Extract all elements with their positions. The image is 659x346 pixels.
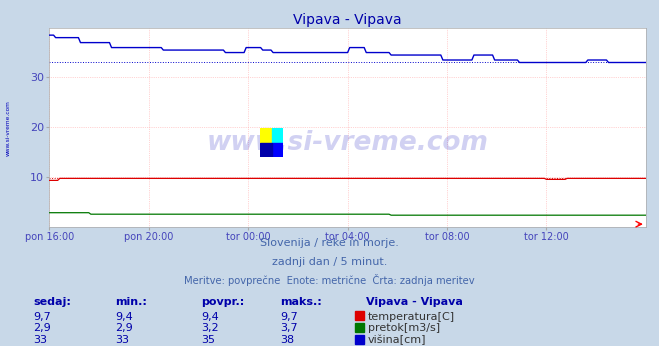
Text: 9,4: 9,4 [201, 312, 219, 322]
Text: 2,9: 2,9 [33, 324, 51, 334]
Text: 35: 35 [201, 335, 215, 345]
Text: 9,7: 9,7 [33, 312, 51, 322]
Text: 38: 38 [280, 335, 294, 345]
Bar [272, 128, 283, 143]
Text: pretok[m3/s]: pretok[m3/s] [368, 324, 440, 334]
Text: temperatura[C]: temperatura[C] [368, 312, 455, 322]
Text: 9,4: 9,4 [115, 312, 133, 322]
Text: 9,7: 9,7 [280, 312, 298, 322]
Text: povpr.:: povpr.: [201, 297, 244, 307]
Text: min.:: min.: [115, 297, 147, 307]
Text: www.si-vreme.com: www.si-vreme.com [5, 100, 11, 156]
Bar [260, 143, 272, 157]
Text: 3,2: 3,2 [201, 324, 219, 334]
Bar [272, 143, 283, 157]
Text: 2,9: 2,9 [115, 324, 133, 334]
Bar [260, 128, 272, 143]
Text: 3,7: 3,7 [280, 324, 298, 334]
Text: zadnji dan / 5 minut.: zadnji dan / 5 minut. [272, 257, 387, 267]
Text: www.si-vreme.com: www.si-vreme.com [207, 130, 488, 156]
Text: maks.:: maks.: [280, 297, 322, 307]
Text: višina[cm]: višina[cm] [368, 335, 426, 345]
Text: sedaj:: sedaj: [33, 297, 71, 307]
Text: 33: 33 [115, 335, 129, 345]
Text: Meritve: povprečne  Enote: metrične  Črta: zadnja meritev: Meritve: povprečne Enote: metrične Črta:… [184, 274, 475, 286]
Text: 33: 33 [33, 335, 47, 345]
Title: Vipava - Vipava: Vipava - Vipava [293, 12, 402, 27]
Text: Vipava - Vipava: Vipava - Vipava [366, 297, 463, 307]
Text: Slovenija / reke in morje.: Slovenija / reke in morje. [260, 238, 399, 248]
